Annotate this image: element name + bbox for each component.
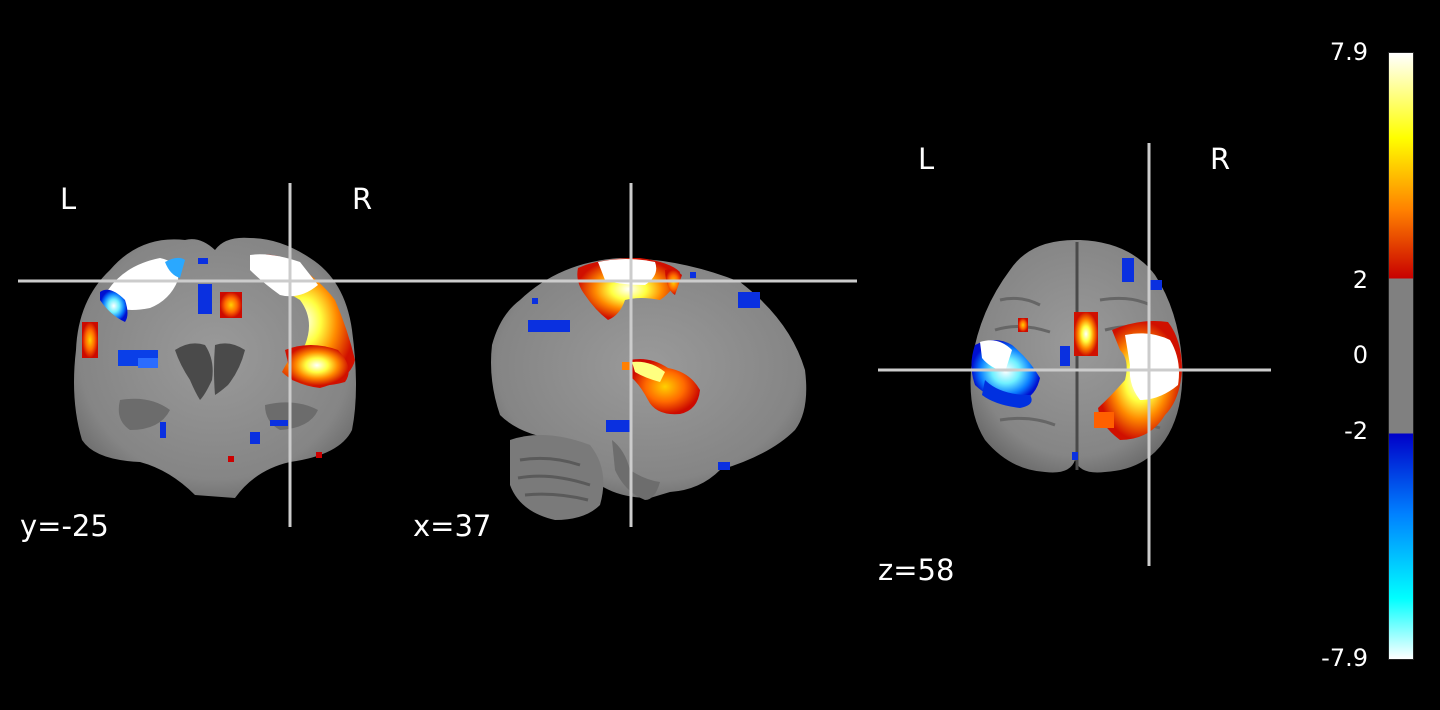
- colorbar: [1388, 52, 1414, 660]
- colorbar-max-label: 7.9: [1329, 38, 1368, 66]
- sagittal-slice: [491, 258, 807, 520]
- coronal-coord-label: y=-25: [20, 509, 109, 543]
- axial-coord-label: z=58: [878, 553, 955, 587]
- colorbar-threshold-pos-label: 2: [1352, 266, 1368, 294]
- axial-left-label: L: [918, 142, 935, 176]
- coronal-left-label: L: [60, 182, 77, 216]
- colorbar-threshold-neg-label: -2: [1344, 417, 1368, 445]
- axial-slice: [970, 240, 1183, 473]
- coronal-slice: [74, 237, 356, 498]
- axial-right-label: R: [1210, 142, 1231, 176]
- colorbar-zero-label: 0: [1352, 341, 1368, 369]
- coronal-right-label: R: [352, 182, 373, 216]
- colorbar-min-label: -7.9: [1321, 644, 1368, 672]
- sagittal-coord-label: x=37: [413, 509, 492, 543]
